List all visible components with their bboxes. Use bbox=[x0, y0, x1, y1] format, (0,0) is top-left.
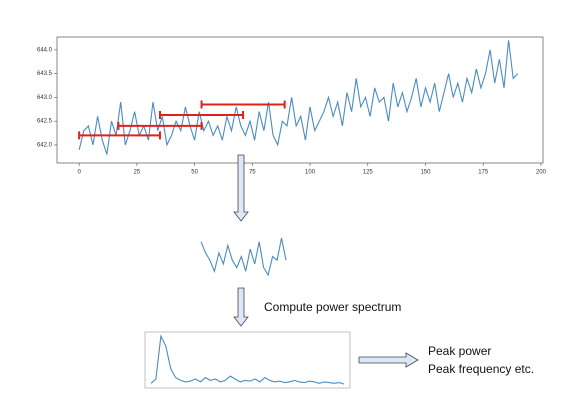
y-tick-label: 642.0 bbox=[37, 143, 53, 149]
y-tick-label: 643.0 bbox=[37, 95, 53, 101]
output-label: Peak power bbox=[428, 344, 491, 358]
x-tick-label: 75 bbox=[249, 170, 256, 176]
window-bar bbox=[200, 100, 286, 109]
data-line bbox=[78, 40, 519, 155]
x-tick-label: 150 bbox=[420, 170, 431, 176]
x-tick-label: 125 bbox=[363, 170, 374, 176]
window-bar bbox=[117, 121, 203, 130]
step-label: Compute power spectrum bbox=[264, 300, 401, 314]
data-line bbox=[150, 334, 345, 385]
spectrum-plot-frame bbox=[144, 331, 351, 389]
main-plot-frame bbox=[56, 36, 544, 164]
right-arrow bbox=[358, 352, 419, 368]
y-tick-label: 644.0 bbox=[37, 47, 53, 53]
x-tick-label: 100 bbox=[305, 170, 316, 176]
window-bar bbox=[78, 131, 161, 140]
window-bar bbox=[158, 110, 245, 119]
y-tick-label: 642.5 bbox=[37, 119, 53, 125]
x-tick-label: 175 bbox=[478, 170, 489, 176]
down-arrow bbox=[233, 154, 249, 222]
x-tick-label: 0 bbox=[77, 170, 81, 176]
x-tick-label: 50 bbox=[191, 170, 198, 176]
data-line bbox=[200, 237, 287, 277]
output-label: Peak frequency etc. bbox=[428, 362, 534, 376]
down-arrow bbox=[233, 287, 249, 327]
arrows bbox=[233, 154, 419, 368]
x-tick-label: 25 bbox=[134, 170, 141, 176]
x-tick-label: 200 bbox=[536, 170, 547, 176]
y-tick-label: 643.5 bbox=[37, 71, 53, 77]
